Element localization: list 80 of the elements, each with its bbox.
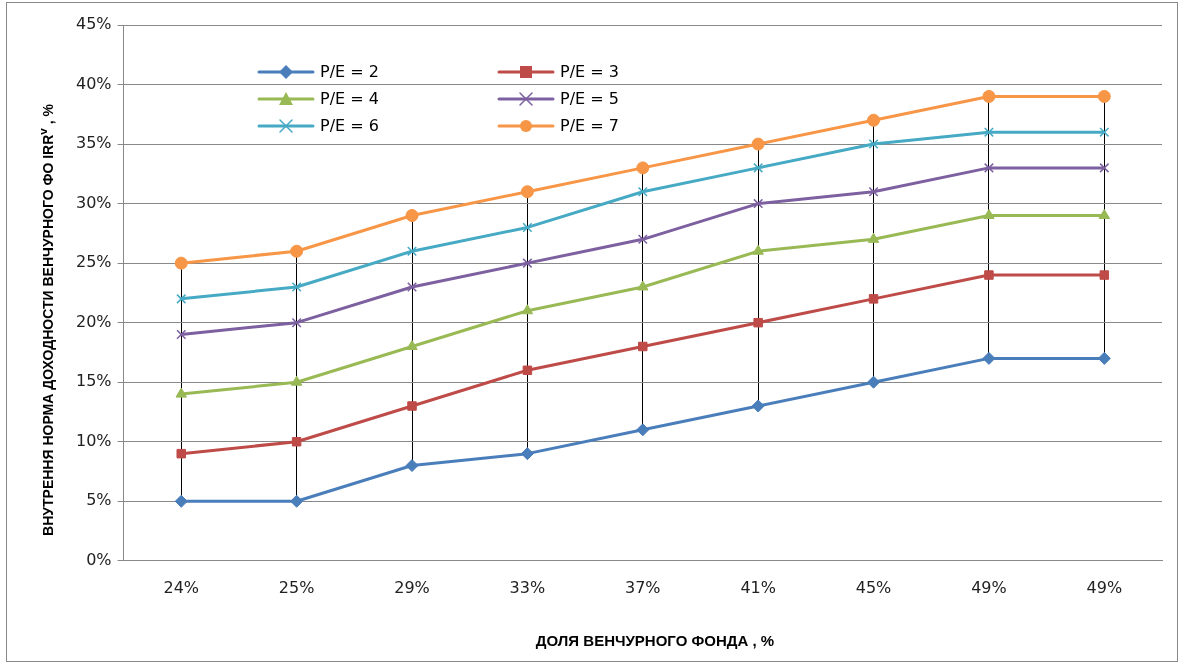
x-tick-label: 49%: [971, 577, 1007, 597]
point: [1099, 127, 1110, 138]
point: [176, 448, 186, 459]
point: [1098, 209, 1111, 220]
point: [636, 161, 650, 175]
point: [868, 139, 879, 150]
point: [174, 256, 188, 270]
point: [751, 399, 765, 413]
x-tick-label: 25%: [278, 577, 315, 597]
x-axis-title: ДОЛЯ ВЕНЧУРНОГО ФОНДА , %: [535, 631, 775, 649]
point: [636, 423, 650, 437]
point: [637, 186, 648, 197]
point: [1099, 162, 1110, 173]
point: [984, 270, 994, 280]
point: [175, 387, 187, 398]
point: [174, 494, 188, 508]
point: [407, 246, 418, 257]
point: [522, 222, 533, 233]
y-tick-label: 40%: [76, 73, 112, 93]
point: [983, 162, 994, 173]
x-tick-label: 41%: [740, 577, 776, 597]
point: [867, 232, 880, 243]
point: [407, 281, 418, 292]
x-tick-label: 49%: [1086, 577, 1123, 597]
y-tick-label: 20%: [76, 311, 112, 331]
point: [753, 162, 764, 173]
y-tick-label: 0%: [86, 549, 112, 569]
point: [176, 329, 187, 340]
legend-label: P/E = 3: [560, 62, 619, 81]
point: [520, 185, 534, 199]
point: [982, 351, 996, 365]
legend-label: P/E = 4: [320, 89, 379, 108]
x-tick-label: 33%: [509, 577, 546, 597]
point: [291, 317, 302, 328]
y-tick-label: 25%: [76, 252, 112, 272]
point: [406, 339, 418, 350]
point: [521, 304, 534, 315]
point: [522, 365, 533, 376]
legend-label: P/E = 6: [320, 116, 379, 135]
point: [176, 293, 187, 304]
point: [405, 459, 419, 473]
point: [1097, 89, 1111, 103]
point: [291, 281, 302, 292]
point: [983, 127, 994, 138]
y-tick-label: 5%: [86, 490, 112, 510]
y-tick-label: 15%: [76, 371, 112, 391]
y-tick-label: 10%: [76, 430, 112, 450]
point: [753, 317, 763, 328]
point: [291, 436, 302, 447]
point: [638, 341, 648, 352]
point: [753, 198, 764, 209]
point: [290, 375, 303, 386]
point: [637, 280, 649, 291]
point: [407, 401, 417, 411]
point: [983, 209, 995, 220]
x-tick-label: 37%: [625, 577, 661, 597]
point: [752, 244, 764, 255]
point: [290, 494, 304, 508]
point: [868, 294, 879, 304]
point: [1099, 270, 1110, 280]
point: [867, 113, 881, 127]
x-tick-label: 45%: [855, 577, 892, 597]
point: [868, 186, 879, 197]
point: [522, 258, 533, 269]
y-tick-label: 45%: [76, 14, 112, 34]
point: [520, 447, 534, 461]
point: [867, 375, 881, 389]
legend-label: P/E = 2: [320, 62, 379, 81]
point: [982, 89, 996, 103]
point: [405, 209, 419, 223]
x-tick-label: 24%: [163, 577, 200, 597]
point: [1097, 351, 1111, 365]
point: [637, 234, 648, 245]
y-tick-label: 30%: [76, 192, 112, 212]
point: [290, 244, 304, 258]
y-tick-label: 35%: [76, 133, 112, 153]
x-tick-label: 29%: [394, 577, 430, 597]
legend-label: P/E = 7: [560, 116, 619, 135]
legend-label: P/E = 5: [560, 89, 619, 108]
point: [751, 137, 765, 151]
